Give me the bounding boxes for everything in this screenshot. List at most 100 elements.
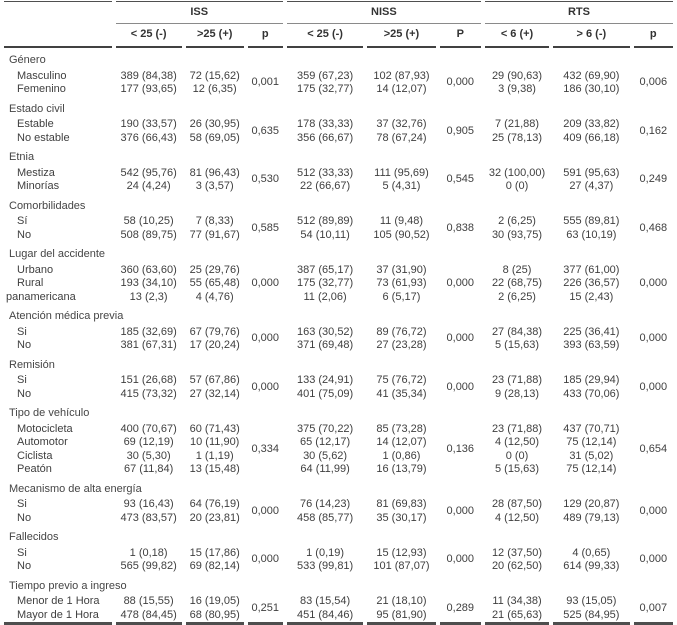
section-label: Tiempo previo a ingreso xyxy=(4,574,673,596)
data-cell: 185 (32,69) xyxy=(116,326,182,340)
data-cell: 133 (24,91) xyxy=(287,374,364,388)
data-cell: 20 (23,81) xyxy=(186,512,244,526)
data-cell: 163 (30,52) xyxy=(287,326,364,340)
data-cell: 186 (30,10) xyxy=(553,83,630,97)
p-value-cell: 0,136 xyxy=(440,423,481,477)
data-cell: 489 (79,13) xyxy=(553,512,630,526)
data-cell: 77 (91,67) xyxy=(186,229,244,243)
p-value-cell: 0,905 xyxy=(440,118,481,145)
p-value-cell: 0,635 xyxy=(248,118,283,145)
data-cell: 185 (29,94) xyxy=(553,374,630,388)
data-cell: 57 (67,86) xyxy=(186,374,244,388)
data-cell: 28 (87,50) xyxy=(485,498,549,512)
p-value-cell: 0,000 xyxy=(634,326,673,353)
data-cell: 400 (70,67) xyxy=(116,423,182,437)
row-label: Rural xyxy=(4,277,112,291)
data-cell: 55 (65,48) xyxy=(186,277,244,291)
p-value-cell: 0,585 xyxy=(248,215,283,242)
row-label: Sí xyxy=(4,215,112,229)
data-cell: 0 (0) xyxy=(485,180,549,194)
data-cell: 458 (85,77) xyxy=(287,512,364,526)
data-cell: 1 (0,18) xyxy=(116,547,182,561)
section-row: Remisión xyxy=(4,353,673,375)
data-cell: 356 (66,67) xyxy=(287,132,364,146)
section-label: Etnia xyxy=(4,145,673,167)
data-cell: 13 (2,3) xyxy=(116,291,182,305)
section-row: Fallecidos xyxy=(4,525,673,547)
data-cell: 29 (90,63) xyxy=(485,70,549,84)
p-value-cell: 0,000 xyxy=(440,326,481,353)
p-value-cell: 0,334 xyxy=(248,423,283,477)
data-cell: 409 (66,18) xyxy=(553,132,630,146)
row-label: Menor de 1 Hora xyxy=(4,595,112,609)
p-value-cell: 0,654 xyxy=(634,423,673,477)
section-label: Atención médica previa xyxy=(4,304,673,326)
data-cell: 22 (66,67) xyxy=(287,180,364,194)
data-cell: 102 (87,93) xyxy=(367,70,435,84)
data-cell: 13 (15,48) xyxy=(186,463,244,477)
data-cell: 67 (11,84) xyxy=(116,463,182,477)
subheader-iss-p: p xyxy=(248,24,283,49)
data-cell: 415 (73,32) xyxy=(116,388,182,402)
data-cell: 89 (76,72) xyxy=(367,326,435,340)
p-value-cell: 0,000 xyxy=(248,326,283,353)
data-cell: 360 (63,60) xyxy=(116,264,182,278)
data-cell: 5 (15,63) xyxy=(485,339,549,353)
data-cell: 22 (68,75) xyxy=(485,277,549,291)
p-value-cell: 0,000 xyxy=(440,264,481,305)
data-cell: 88 (15,55) xyxy=(116,595,182,609)
data-cell: 5 (15,63) xyxy=(485,463,549,477)
p-value-cell: 0,468 xyxy=(634,215,673,242)
data-cell: 376 (66,43) xyxy=(116,132,182,146)
data-cell: 226 (36,57) xyxy=(553,277,630,291)
data-cell: 21 (18,10) xyxy=(367,595,435,609)
data-cell: 2 (6,25) xyxy=(485,291,549,305)
data-cell: 375 (70,22) xyxy=(287,423,364,437)
data-cell: 591 (95,63) xyxy=(553,167,630,181)
data-cell: 11 (2,06) xyxy=(287,291,364,305)
data-cell: 437 (70,71) xyxy=(553,423,630,437)
data-cell: 433 (70,06) xyxy=(553,388,630,402)
subheader-iss-gt25: >25 (+) xyxy=(186,24,244,49)
data-cell: 64 (76,19) xyxy=(186,498,244,512)
data-cell: 75 (12,14) xyxy=(553,436,630,450)
data-cell: 72 (15,62) xyxy=(186,70,244,84)
data-cell: 3 (9,38) xyxy=(485,83,549,97)
subheader-spacer xyxy=(4,24,112,49)
p-value-cell: 0,000 xyxy=(440,498,481,525)
data-cell: 177 (93,65) xyxy=(116,83,182,97)
data-cell: 178 (33,33) xyxy=(287,118,364,132)
data-cell: 81 (69,83) xyxy=(367,498,435,512)
data-cell: 3 (3,57) xyxy=(186,180,244,194)
data-cell: 58 (69,05) xyxy=(186,132,244,146)
data-cell: 9 (28,13) xyxy=(485,388,549,402)
data-cell: 377 (61,00) xyxy=(553,264,630,278)
table-header: ISS NISS RTS < 25 (-) >25 (+) p < 25 (-)… xyxy=(4,1,673,48)
data-cell: 54 (10,11) xyxy=(287,229,364,243)
row-label: panamericana xyxy=(4,291,112,305)
data-cell: 5 (4,31) xyxy=(367,180,435,194)
p-value-cell: 0,249 xyxy=(634,167,673,194)
section-row: Tiempo previo a ingreso xyxy=(4,574,673,596)
data-cell: 11 (9,48) xyxy=(367,215,435,229)
row-label: No xyxy=(4,339,112,353)
data-cell: 73 (61,93) xyxy=(367,277,435,291)
subheader-niss-gt25: >25 (+) xyxy=(367,24,435,49)
row-label: Minorías xyxy=(4,180,112,194)
data-cell: 4 (12,50) xyxy=(485,512,549,526)
data-cell: 69 (82,14) xyxy=(186,560,244,574)
data-cell: 37 (32,76) xyxy=(367,118,435,132)
row-label: No xyxy=(4,388,112,402)
data-cell: 25 (29,76) xyxy=(186,264,244,278)
group-header-row: ISS NISS RTS xyxy=(4,1,673,24)
data-cell: 1 (0,19) xyxy=(287,547,364,561)
data-cell: 37 (31,90) xyxy=(367,264,435,278)
section-row: Etnia xyxy=(4,145,673,167)
